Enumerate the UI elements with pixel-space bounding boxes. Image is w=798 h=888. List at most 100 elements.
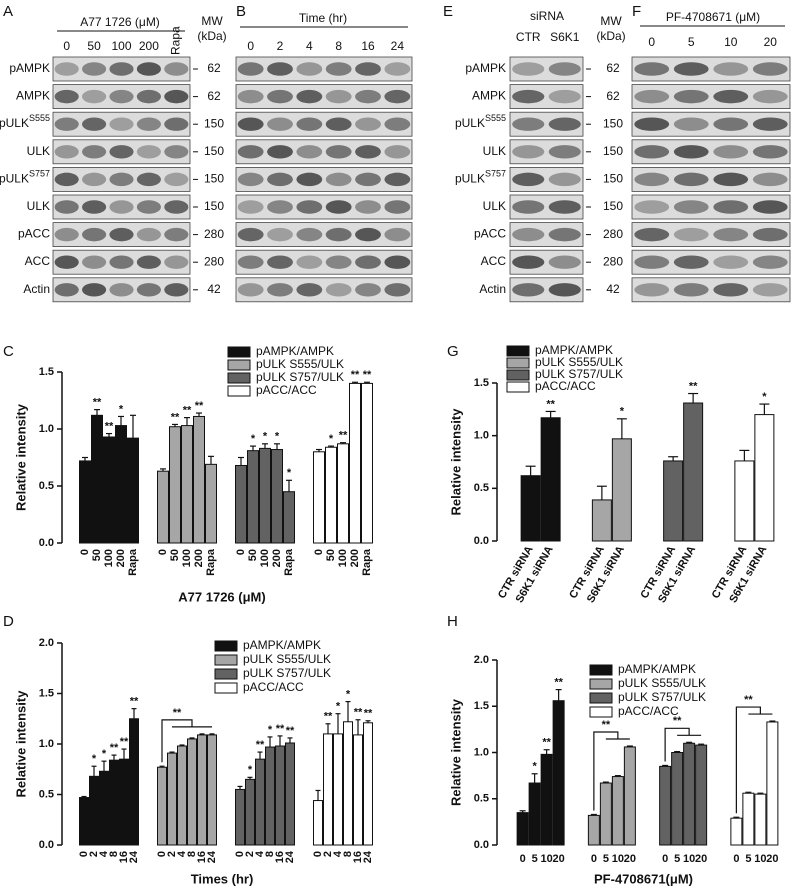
bracket [593,731,630,811]
y-axis-title: Relative intensity [13,403,28,511]
blot-band [548,255,581,269]
row-label-main: pAMPK [465,61,506,75]
x-tick-label: 20 [624,853,636,865]
bar [169,426,181,544]
row-label: pULKS555 [455,114,506,131]
bar [271,449,283,544]
x-tick-label: 50 [91,549,103,561]
mw-label: 150 [603,172,623,186]
blot-band [325,172,352,187]
blot-band [296,62,323,76]
x-axis-title: PF-4708671(μM) [594,871,693,886]
blot-band [296,255,323,269]
legend-label: pACC/ACC [243,680,304,694]
bar [349,382,361,544]
y-tick-label: 0.5 [474,793,489,805]
blot-band [136,117,161,131]
legend-label: pULK S757/ULK [256,370,344,384]
blot-band [296,283,323,297]
mw-label: 150 [603,144,623,158]
bar [255,758,265,846]
x-tick-label: Rapa [361,548,373,576]
legend-swatch [589,664,613,676]
bar [671,752,684,846]
lane-label: 2 [277,39,284,53]
panel-letter: D [3,613,14,630]
blot-band [673,283,709,297]
blot-band [673,172,709,187]
x-axis-title: Times (hr) [191,871,254,886]
bar [197,734,207,846]
row-label-main: Actin [23,282,50,296]
x-tick-label: 4 [176,850,188,857]
blot-band [237,200,264,214]
x-tick-label: 0 [79,549,91,555]
y-tick-label: 1.5 [474,377,489,389]
legend-label: pAMPK/AMPK [618,662,696,676]
blot-band [109,255,134,269]
blot-band [136,89,161,104]
bar [313,800,323,846]
blot-band [325,200,352,214]
legend-swatch [214,668,238,680]
y-tick-label: 1.5 [39,366,54,378]
legend-label: pACC/ACC [256,383,317,397]
x-tick-label: 4 [98,850,110,857]
significance: ** [324,711,333,723]
blot-band [548,145,581,159]
blot-band [267,89,293,104]
blot-band [752,62,788,76]
row-label-main: ACC [481,254,507,268]
mw-label: 150 [204,172,224,186]
row-label-main: pULK [455,172,485,186]
bar [245,778,255,846]
blot-band [384,283,411,297]
blot-band [384,117,411,131]
blot-band [267,172,293,187]
legend-label: pAMPK/AMPK [243,638,321,652]
blot-band [296,117,323,131]
legend-label: pAMPK/AMPK [535,343,613,357]
blot-band [136,283,161,297]
bar [520,475,541,542]
blot-band [512,172,545,187]
legend-label: pULK S555/ULK [535,355,623,369]
blot-band [512,89,545,104]
blot-band [548,227,581,242]
x-tick-label: 16 [352,851,364,863]
blot-strip [235,166,413,192]
bar [157,470,169,544]
blot-band [109,89,134,104]
x-tick-label: 0 [157,549,169,555]
row-label-main: pACC [18,227,50,241]
mw-label: 42 [606,282,620,296]
bar [129,718,139,846]
x-tick-label: 2 [166,851,178,857]
bar [516,812,529,846]
bracket [161,719,212,763]
x-tick-label: 10 [683,853,695,865]
blot-band [136,200,161,214]
blot-band [634,227,670,242]
blot-band [109,227,134,242]
blot-band [548,117,581,131]
bar [325,446,337,544]
bar [361,382,373,544]
bar [265,746,275,846]
row-label-main: Actin [479,282,506,296]
lane-label: S6K1 [550,30,580,44]
x-tick-label: 50 [169,549,181,561]
significance: ** [130,696,139,708]
y-tick-label: 0.0 [39,537,54,549]
blot-header: PF-4708671 (μM) [666,10,760,24]
significance: * [336,701,341,713]
blot-band [384,255,411,269]
row-label: Actin [23,282,50,296]
y-tick-label: 1.0 [39,423,54,435]
x-tick-label: 2 [244,851,256,857]
mw-label: 150 [603,116,623,130]
blot-band [634,255,670,269]
blot-band [136,227,161,242]
bar [611,438,632,542]
bar [599,782,612,846]
